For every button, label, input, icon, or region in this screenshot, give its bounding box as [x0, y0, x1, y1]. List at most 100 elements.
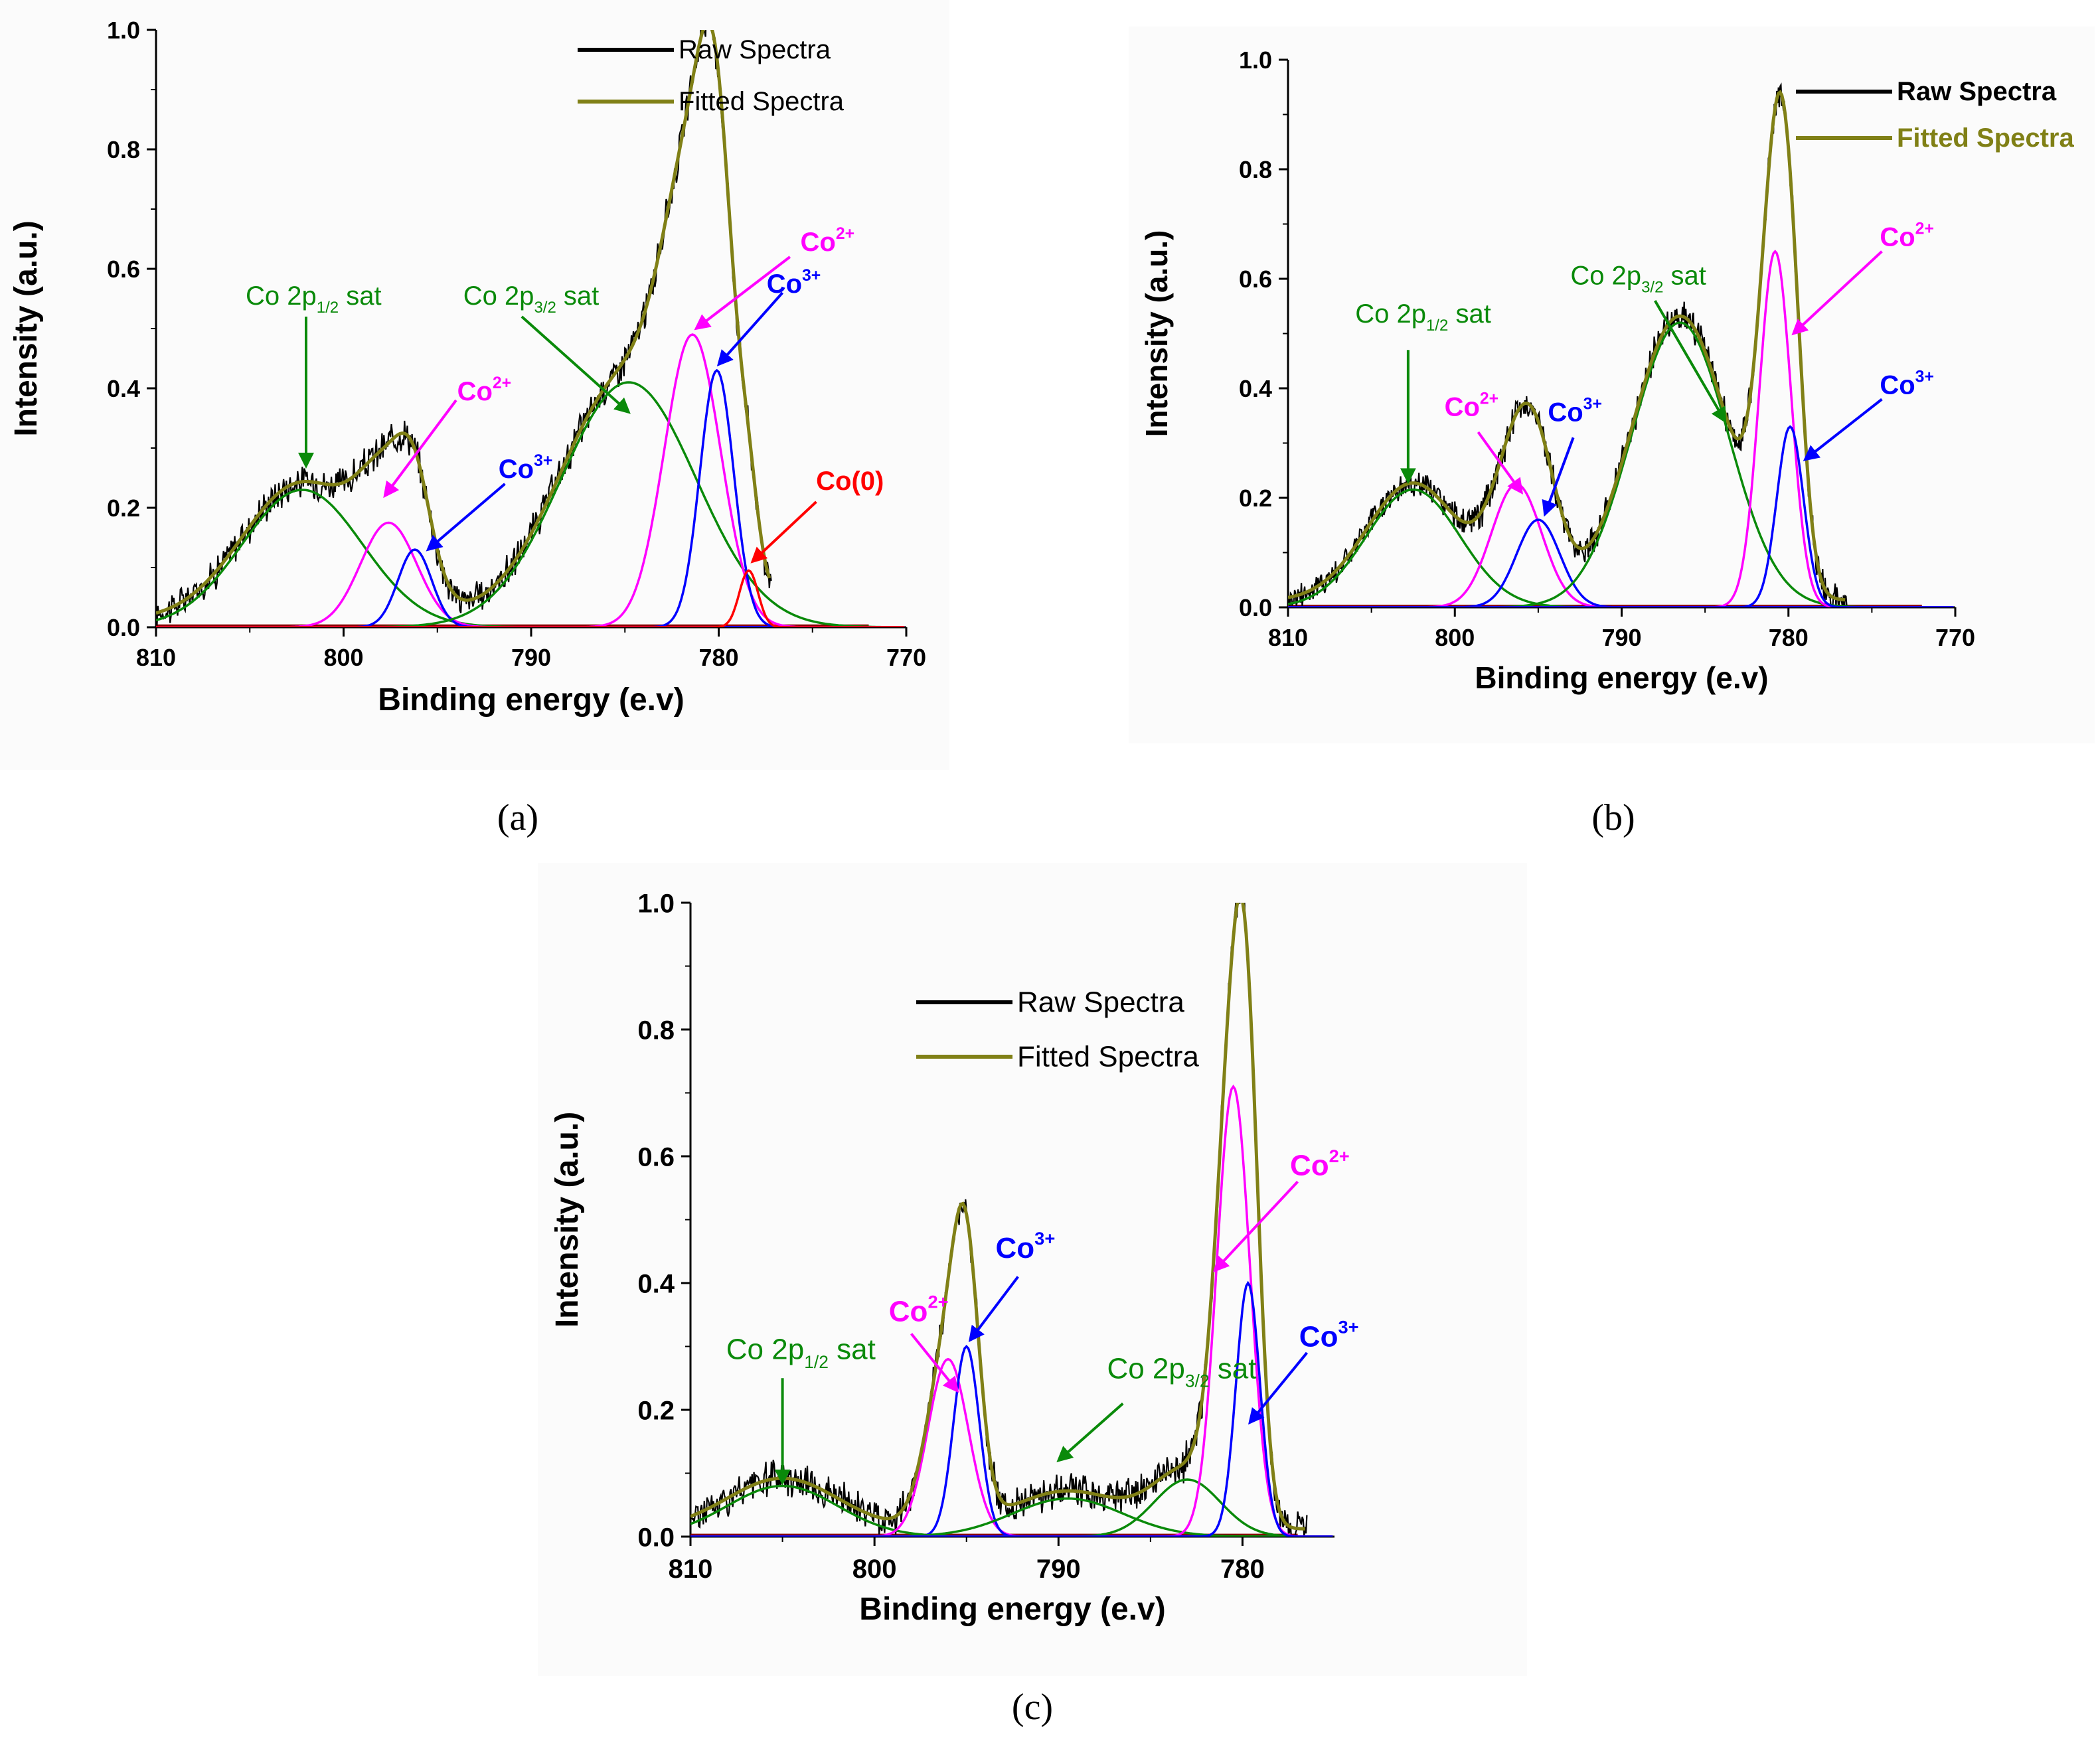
y-tick-label: 0.4 [1239, 375, 1272, 402]
plot-area [1288, 82, 1954, 607]
x-tick-label: 810 [1268, 624, 1308, 651]
x-tick-label: 770 [886, 644, 926, 671]
y-tick-label: 0.0 [107, 614, 140, 641]
fitted-spectra-line [1288, 90, 1846, 602]
annotation-arrow [694, 256, 791, 331]
annotation-label: Co2+ [1880, 220, 1934, 252]
y-tick-label: 1.0 [1239, 46, 1272, 74]
peak-co2-2p3-2 [690, 1084, 1333, 1537]
annotation-arrow [521, 315, 631, 414]
annotation-label: Co3+ [1299, 1317, 1359, 1353]
y-tick-label: 0.6 [637, 1142, 675, 1172]
legend-label: Raw Spectra [1897, 77, 2057, 106]
y-tick-label: 0.2 [107, 495, 140, 522]
peak-co3-2p3-2 [1288, 425, 1954, 607]
y-tick-label: 0.0 [1239, 594, 1272, 621]
annotation-label: Co 2p1/2 sat [1355, 299, 1491, 335]
legend-label: Fitted Spectra [1017, 1040, 1199, 1073]
annotation-label: Co 2p3/2 sat [1107, 1352, 1256, 1391]
peak-co-2p3-2-sat [690, 1478, 1333, 1537]
legend-label: Raw Spectra [679, 35, 831, 64]
y-tick-label: 0.8 [1239, 156, 1272, 183]
y-tick-label: 0.6 [1239, 266, 1272, 293]
annotation-label: Co(0) [816, 467, 884, 496]
annotation-arrow [910, 1333, 959, 1393]
y-tick-label: 0.2 [1239, 485, 1272, 512]
plot-area [690, 903, 1333, 1537]
y-tick-label: 0.8 [637, 1016, 675, 1045]
x-tick-label: 780 [1220, 1555, 1265, 1584]
annotation-arrow [1213, 1180, 1299, 1272]
annotation-arrow [968, 1276, 1019, 1343]
annotation-label: Co 2p3/2 sat [463, 281, 600, 317]
x-tick-label: 790 [1036, 1555, 1081, 1584]
peak-co-2p1-2-sat [690, 1484, 1333, 1537]
annotation-arrow [750, 500, 817, 564]
caption-b: (b) [1591, 797, 1635, 838]
peak-co3-2p1-2 [156, 548, 905, 627]
x-tick-label: 780 [1769, 624, 1809, 651]
plot-area [156, 30, 905, 627]
annotation-label: Co3+ [767, 267, 821, 299]
peak-co2-2p1-2 [1288, 483, 1954, 607]
peak-co-0- [156, 569, 905, 627]
y-tick-label: 0.4 [107, 375, 140, 402]
annotation-arrow [716, 291, 784, 366]
annotation-label: Co3+ [499, 452, 553, 484]
annotation-label: Co2+ [457, 374, 512, 406]
annotation-arrow [1791, 250, 1883, 336]
annotation-arrow [1542, 437, 1575, 517]
annotation-label: Co2+ [801, 225, 855, 257]
y-tick-label: 0.8 [107, 136, 140, 163]
legend-label: Fitted Spectra [679, 87, 845, 116]
x-axis-label: Binding energy (e.v) [378, 682, 684, 718]
peak-co-2p3-2-sat [156, 381, 905, 627]
fitted-spectra-line [156, 30, 771, 615]
annotation-arrow [1477, 431, 1524, 495]
annotation-label: Co 2p3/2 sat [1570, 261, 1706, 296]
annotation-label: Co2+ [889, 1292, 949, 1328]
y-tick-label: 0.6 [107, 256, 140, 283]
caption-a: (a) [497, 797, 539, 838]
x-tick-label: 770 [1935, 624, 1975, 651]
peak-co-2p1-2-sat [1288, 488, 1954, 607]
annotation-arrow [1056, 1402, 1124, 1463]
chart-b: 0.0 0.2 0.4 0.6 0.8 1.0 810 800 790 780 770 Binding… [1139, 46, 2074, 695]
annotation-label: Co2+ [1290, 1146, 1350, 1182]
fitted-spectra-line [690, 903, 1305, 1531]
peak-co-2p3-2-sat-broad- [690, 1497, 1333, 1537]
annotation-label: Co 2p1/2 sat [726, 1334, 876, 1372]
x-tick-label: 790 [511, 644, 551, 671]
y-tick-label: 0.0 [637, 1523, 675, 1552]
annotation-label: Co 2p1/2 sat [246, 281, 382, 317]
annotation-label: Co3+ [1548, 396, 1602, 427]
annotation-label: Co3+ [996, 1228, 1056, 1264]
y-axis-label: Intensity (a.u.) [9, 220, 44, 436]
x-tick-label: 800 [323, 644, 363, 671]
chart-c: 0.0 0.2 0.4 0.6 0.8 1.0 810 800 790 780 Binding en… [550, 889, 1359, 1627]
x-tick-label: 810 [669, 1555, 713, 1584]
annotation-arrow [1803, 398, 1883, 461]
x-tick-label: 790 [1601, 624, 1641, 651]
x-tick-label: 800 [852, 1555, 897, 1584]
peak-co3-2p1-2 [1288, 518, 1954, 607]
caption-c: (c) [1011, 1687, 1054, 1728]
peak-co3-2p3-2 [690, 1280, 1333, 1537]
peak-co2-2p3-2 [156, 333, 905, 627]
x-tick-label: 780 [698, 644, 738, 671]
annotation-arrow [383, 399, 457, 498]
y-tick-label: 1.0 [107, 17, 140, 44]
x-tick-label: 810 [136, 644, 176, 671]
annotation-arrow [426, 483, 506, 552]
peak-co-2p1-2-sat [156, 489, 905, 627]
legend-label: Fitted Spectra [1897, 123, 2074, 153]
annotation-label: Co3+ [1880, 368, 1934, 400]
y-tick-label: 0.2 [637, 1396, 675, 1425]
x-axis-label: Binding energy (e.v) [859, 1592, 1165, 1627]
annotation-arrow [1248, 1351, 1308, 1425]
y-axis-label: Intensity (a.u.) [1139, 230, 1174, 437]
annotation-label: Co2+ [1445, 390, 1499, 421]
y-tick-label: 0.4 [637, 1269, 675, 1298]
chart-a: 0.0 0.2 0.4 0.6 0.8 1.0 810 800 790 780 770 Binding… [9, 17, 926, 718]
x-axis-label: Binding energy (e.v) [1475, 660, 1768, 695]
